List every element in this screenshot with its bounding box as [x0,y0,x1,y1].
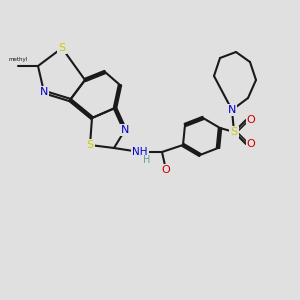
Text: O: O [162,165,170,175]
Text: S: S [86,140,94,150]
Text: O: O [247,115,255,125]
Text: methyl: methyl [8,58,28,62]
Text: NH: NH [132,147,148,157]
Text: H: H [143,155,151,165]
Text: S: S [58,43,66,53]
Text: N: N [40,87,48,97]
Text: S: S [230,127,238,137]
Text: O: O [247,139,255,149]
Text: N: N [228,105,236,115]
Text: N: N [121,125,129,135]
